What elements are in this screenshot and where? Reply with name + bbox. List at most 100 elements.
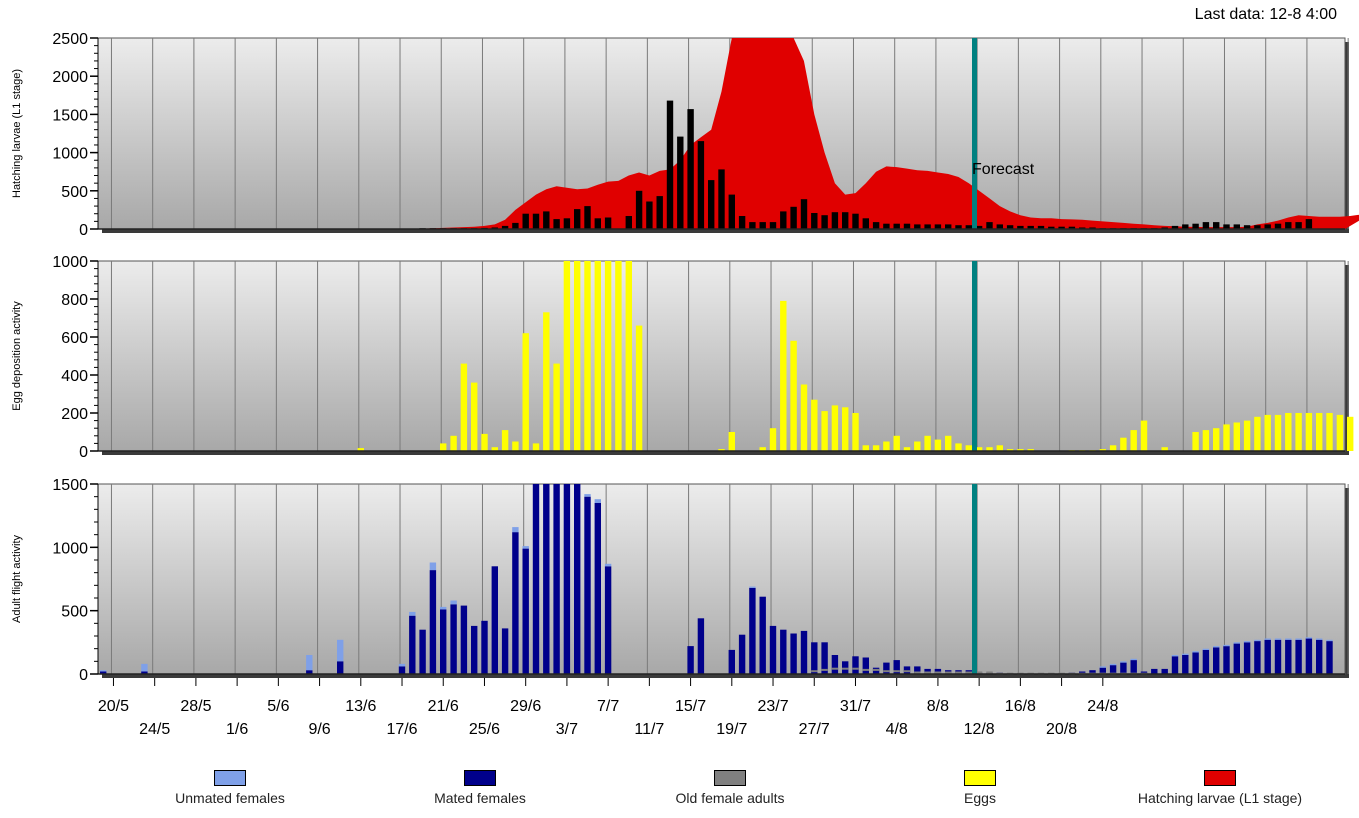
bar-mated <box>1274 639 1282 674</box>
bar-mated <box>1213 647 1220 674</box>
bar-larvae <box>501 225 509 229</box>
bar-mated <box>1316 639 1323 674</box>
legend-label-larvae: Hatching larvae (L1 stage) <box>1137 790 1303 806</box>
bar-old <box>811 670 818 673</box>
bar-larvae <box>1223 224 1230 229</box>
bar-mated <box>553 484 560 674</box>
bar-unmated <box>1264 638 1271 640</box>
bar-eggs <box>903 447 911 451</box>
bar-larvae <box>1305 219 1313 229</box>
bar-mated <box>934 668 942 674</box>
bar-unmated <box>429 562 437 571</box>
bar-eggs <box>1336 414 1344 451</box>
bar-eggs <box>769 428 777 451</box>
bar-larvae <box>955 225 962 229</box>
bar-larvae <box>625 216 632 229</box>
bar-unmated <box>1171 655 1179 657</box>
bar-larvae <box>1027 225 1034 229</box>
x-tick-label: 21/6 <box>428 698 459 715</box>
bar-larvae <box>1295 222 1302 229</box>
bar-larvae <box>512 222 519 229</box>
bar-old <box>821 668 828 671</box>
bar-old <box>842 667 849 670</box>
y-axis-label: Hatching larvae (L1 stage) <box>11 69 23 198</box>
bar-old <box>852 667 859 670</box>
bar-larvae <box>604 217 612 229</box>
bar-old <box>914 671 921 674</box>
bar-eggs <box>563 261 571 451</box>
bar-larvae <box>934 224 942 229</box>
bar-eggs <box>1243 420 1251 451</box>
bar-eggs <box>975 447 983 451</box>
bar-old <box>831 667 839 670</box>
x-tick-label: 17/6 <box>386 721 417 738</box>
bar-unmated <box>1274 638 1282 640</box>
bar-larvae <box>1068 226 1076 229</box>
bar-unmated <box>749 586 756 588</box>
bar-larvae <box>522 213 529 229</box>
bar-unmated <box>1254 639 1261 642</box>
bar-eggs <box>945 435 952 451</box>
bar-old <box>945 671 952 674</box>
bar-larvae <box>914 224 921 229</box>
bar-unmated <box>398 663 406 667</box>
x-tick-label: 11/7 <box>634 721 664 738</box>
bar-mated <box>1099 667 1106 674</box>
bar-larvae <box>656 196 663 229</box>
panel-background <box>97 483 1346 675</box>
bar-unmated <box>1305 637 1313 639</box>
legend-swatch-larvae <box>1204 770 1236 786</box>
bar-eggs <box>1099 449 1106 451</box>
bar-eggs <box>553 363 560 451</box>
bar-unmated <box>1295 638 1302 640</box>
legend-item-unmated: Unmated females <box>155 770 305 806</box>
x-tick-label: 8/8 <box>927 698 949 715</box>
forecast-label: Forecast <box>972 161 1035 178</box>
bar-eggs <box>1120 437 1127 451</box>
bar-larvae <box>1171 225 1179 229</box>
bar-larvae <box>543 211 550 229</box>
bar-larvae <box>883 223 890 229</box>
bar-larvae <box>708 180 715 229</box>
bar-eggs <box>584 261 591 451</box>
bar-larvae <box>1192 223 1199 229</box>
bar-eggs <box>1233 422 1240 451</box>
bar-mated <box>697 618 705 674</box>
bar-eggs <box>862 445 869 451</box>
bar-mated <box>1243 642 1251 674</box>
bar-mated <box>728 649 735 674</box>
bar-unmated <box>1099 666 1106 668</box>
y-tick-label: 200 <box>61 406 88 423</box>
x-tick-label: 16/8 <box>1005 698 1036 715</box>
bar-eggs <box>1140 420 1148 451</box>
bar-eggs <box>635 325 643 451</box>
bar-eggs <box>471 382 478 451</box>
bar-eggs <box>491 447 498 451</box>
bar-larvae <box>842 212 849 229</box>
bar-larvae <box>1213 222 1220 229</box>
bar-larvae <box>1254 225 1261 229</box>
legend-label-mated: Mated females <box>434 790 526 806</box>
y-tick-label: 600 <box>61 330 88 347</box>
bar-larvae <box>697 141 705 229</box>
bar-mated <box>1192 652 1199 674</box>
bar-mated <box>821 642 828 674</box>
bar-larvae <box>574 209 581 229</box>
bar-mated <box>883 662 890 674</box>
bar-mated <box>543 484 550 674</box>
bar-mated <box>1305 638 1313 674</box>
bar-eggs <box>625 261 632 451</box>
y-tick-label: 1500 <box>52 107 88 124</box>
bar-mated <box>1171 656 1179 674</box>
legend-item-eggs: Eggs <box>920 770 1040 806</box>
bar-mated <box>306 670 313 674</box>
bar-mated <box>1089 670 1096 674</box>
y-tick-label: 500 <box>61 604 88 621</box>
bar-eggs <box>872 445 880 451</box>
bar-eggs <box>1295 413 1302 451</box>
x-tick-label: 20/8 <box>1046 721 1077 738</box>
bar-unmated <box>594 499 601 503</box>
y-tick-label: 500 <box>61 184 88 201</box>
bar-eggs <box>1130 430 1137 451</box>
